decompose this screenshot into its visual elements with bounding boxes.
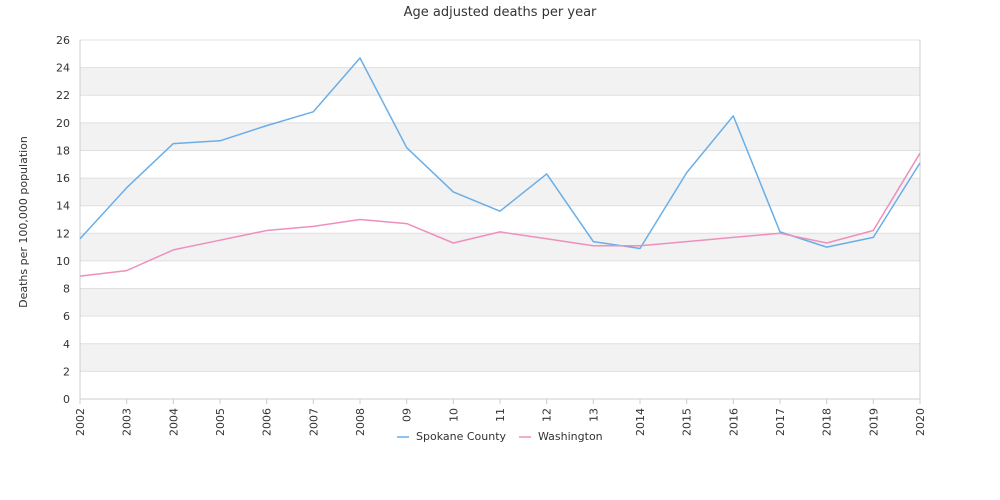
y-tick-label: 8 — [63, 283, 70, 296]
x-tick-label: 10 — [447, 408, 460, 422]
grid-band — [80, 260, 920, 289]
series-line-spokane-county — [79, 57, 921, 250]
grid-band — [80, 316, 920, 344]
y-tick-label: 0 — [63, 393, 70, 406]
y-tick-label: 26 — [56, 34, 70, 47]
grid-band — [80, 371, 920, 399]
x-tick-label: 09 — [401, 408, 414, 422]
x-tick-label: 2017 — [774, 408, 787, 436]
x-axis-ticks: 2002 2003 2004 2005 2006 2007 2008 09 10 11 12 13 20… — [74, 399, 927, 436]
x-tick-label: 2007 — [307, 408, 320, 436]
y-tick-label: 20 — [56, 117, 70, 130]
x-tick-label: 2019 — [867, 408, 880, 436]
grid-band — [80, 122, 920, 151]
x-tick-label: 2005 — [214, 408, 227, 436]
x-tick-label: 2018 — [821, 408, 834, 436]
chart-title: Age adjusted deaths per year — [404, 5, 597, 20]
grid-band — [80, 233, 920, 261]
legend-item-spokane-county[interactable]: Spokane County — [397, 430, 507, 443]
grid-band — [80, 205, 920, 234]
grid-band — [80, 288, 920, 317]
legend[interactable]: Spokane County Washington — [397, 430, 603, 443]
y-tick-label: 24 — [56, 62, 70, 75]
series-line-washington — [79, 152, 921, 277]
x-tick-label: 2020 — [914, 408, 927, 436]
x-tick-label: 2014 — [634, 408, 647, 436]
y-tick-label: 4 — [63, 338, 70, 351]
x-tick-label: 13 — [587, 408, 600, 422]
grid-band — [80, 150, 920, 179]
x-tick-label: 2004 — [167, 408, 180, 436]
y-tick-label: 12 — [56, 227, 70, 240]
y-tick-label: 6 — [63, 310, 70, 323]
plot-background — [79, 39, 921, 400]
grid-band — [80, 178, 920, 206]
x-tick-label: 2006 — [261, 408, 274, 436]
legend-label: Washington — [538, 430, 603, 443]
series-lines — [79, 57, 921, 277]
y-tick-label: 14 — [56, 200, 70, 213]
grid-band — [80, 95, 920, 123]
y-tick-label: 2 — [63, 365, 70, 378]
x-tick-label: 2003 — [121, 408, 134, 436]
legend-label: Spokane County — [416, 430, 507, 443]
x-tick-label: 2002 — [74, 408, 87, 436]
grid-band — [80, 67, 920, 96]
y-tick-label: 10 — [56, 255, 70, 268]
x-tick-label: 12 — [541, 408, 554, 422]
grid-band — [80, 343, 920, 372]
y-tick-label: 22 — [56, 89, 70, 102]
x-tick-label: 2008 — [354, 408, 367, 436]
y-axis-title: Deaths per 100,000 population — [17, 136, 30, 308]
legend-item-washington[interactable]: Washington — [519, 430, 603, 443]
y-tick-label: 18 — [56, 144, 70, 157]
grid-band — [80, 40, 920, 68]
x-tick-label: 11 — [494, 408, 507, 422]
y-tick-label: 16 — [56, 172, 70, 185]
x-tick-label: 2016 — [727, 408, 740, 436]
x-tick-label: 2015 — [681, 408, 694, 436]
